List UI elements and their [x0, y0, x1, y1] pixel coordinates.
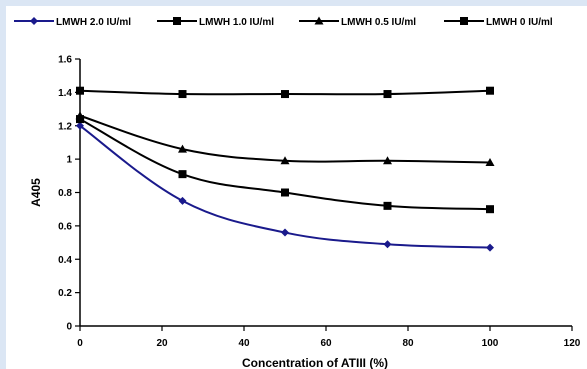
legend-label: LMWH 1.0 IU/ml	[199, 17, 274, 28]
legend-entry-1: LMWH 2.0 IU/ml	[14, 17, 131, 28]
series-layer	[75, 86, 495, 252]
series-3	[75, 111, 495, 166]
axes: 0 0.2 0.4 0.6 0.8 1 1.2 1.4 1.6 0 20 40 60 80 100 120	[58, 55, 581, 350]
y-tick-label: 0.2	[58, 288, 72, 299]
data-point	[280, 156, 290, 165]
data-point	[178, 144, 187, 153]
legend-entry-2: LMWH 1.0 IU/ml	[157, 17, 274, 28]
data-point	[281, 188, 289, 197]
y-tick-label: 1.6	[58, 55, 72, 66]
y-tick-label: 0	[66, 322, 72, 333]
x-tick-label: 60	[320, 338, 332, 349]
x-tick-label: 80	[402, 338, 414, 349]
y-tick-label: 0.8	[58, 188, 72, 199]
x-tick-label: 40	[238, 338, 250, 349]
data-point	[281, 228, 289, 237]
x-tick-label: 0	[77, 338, 83, 349]
legend-marker	[30, 17, 38, 25]
data-point	[76, 86, 84, 95]
legend-entry-4: LMWH 0 IU/ml	[444, 17, 553, 28]
data-point	[75, 111, 85, 120]
x-tick-label: 100	[482, 338, 499, 349]
legend-marker	[314, 16, 324, 25]
y-axis-title: A405	[29, 178, 43, 207]
chart-panel	[6, 6, 587, 369]
data-point	[383, 90, 392, 99]
x-axis-title: Concentration of ATIII (%)	[242, 356, 388, 369]
y-tick-label: 1	[66, 155, 72, 166]
legend-marker	[173, 17, 181, 25]
data-point	[178, 90, 187, 99]
legend-label: LMWH 0.5 IU/ml	[341, 17, 416, 28]
y-tick-label: 1.2	[58, 121, 72, 132]
legend-label: LMWH 2.0 IU/ml	[56, 17, 131, 28]
data-point	[485, 157, 495, 166]
y-tick-label: 0.6	[58, 221, 72, 232]
legend-label: LMWH 0 IU/ml	[486, 17, 553, 28]
data-point	[383, 201, 392, 210]
y-tick-label: 1.4	[58, 88, 72, 99]
x-tick-label: 120	[564, 338, 581, 349]
data-point	[486, 205, 494, 214]
series-1	[76, 121, 494, 252]
y-tick-label: 0.4	[58, 255, 72, 266]
data-point	[178, 170, 187, 179]
data-point	[486, 86, 494, 95]
data-point	[178, 196, 187, 205]
data-point	[281, 90, 289, 99]
legend-marker	[460, 17, 468, 25]
data-point	[76, 121, 84, 130]
legend: LMWH 2.0 IU/ml LMWH 1.0 IU/ml LMWH 0.5 IU/…	[14, 16, 553, 28]
data-point	[383, 156, 392, 165]
x-tick-label: 20	[156, 338, 168, 349]
series-4	[76, 86, 494, 99]
legend-entry-3: LMWH 0.5 IU/ml	[299, 16, 416, 28]
data-point	[383, 240, 392, 249]
data-point	[486, 243, 494, 252]
